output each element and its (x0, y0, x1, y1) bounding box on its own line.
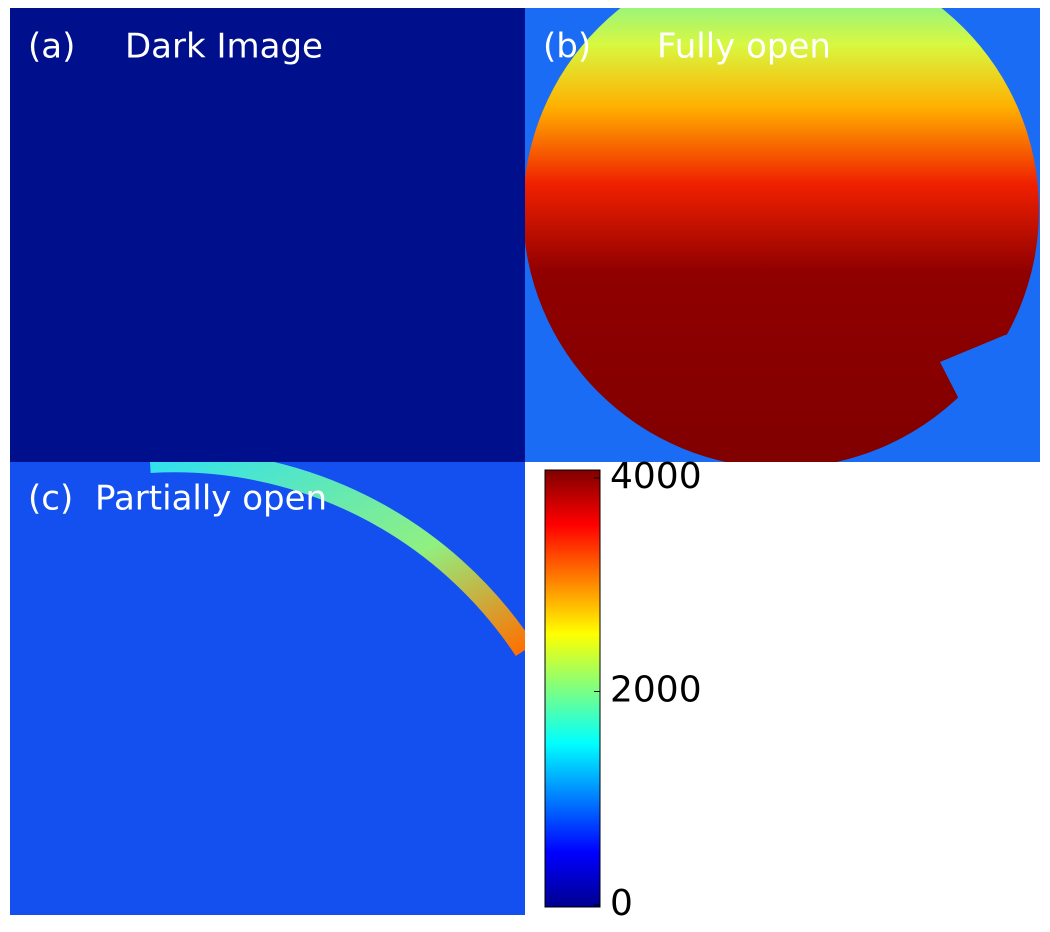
panel-title: Dark Image (125, 27, 323, 67)
panel-c (10, 462, 525, 915)
tick-label: 2000 (610, 670, 702, 711)
panel-tag: (c) (28, 479, 73, 519)
tick-label: 4000 (610, 456, 702, 497)
panel-title: Fully open (657, 27, 831, 67)
colorbar (544, 469, 601, 908)
tick-label: 0 (610, 883, 633, 924)
panel-tag: (a) (28, 27, 75, 67)
panel-tag: (b) (543, 27, 591, 67)
panel-title: Partially open (95, 479, 327, 519)
panel-b (525, 8, 1040, 462)
panel-a (10, 8, 525, 462)
